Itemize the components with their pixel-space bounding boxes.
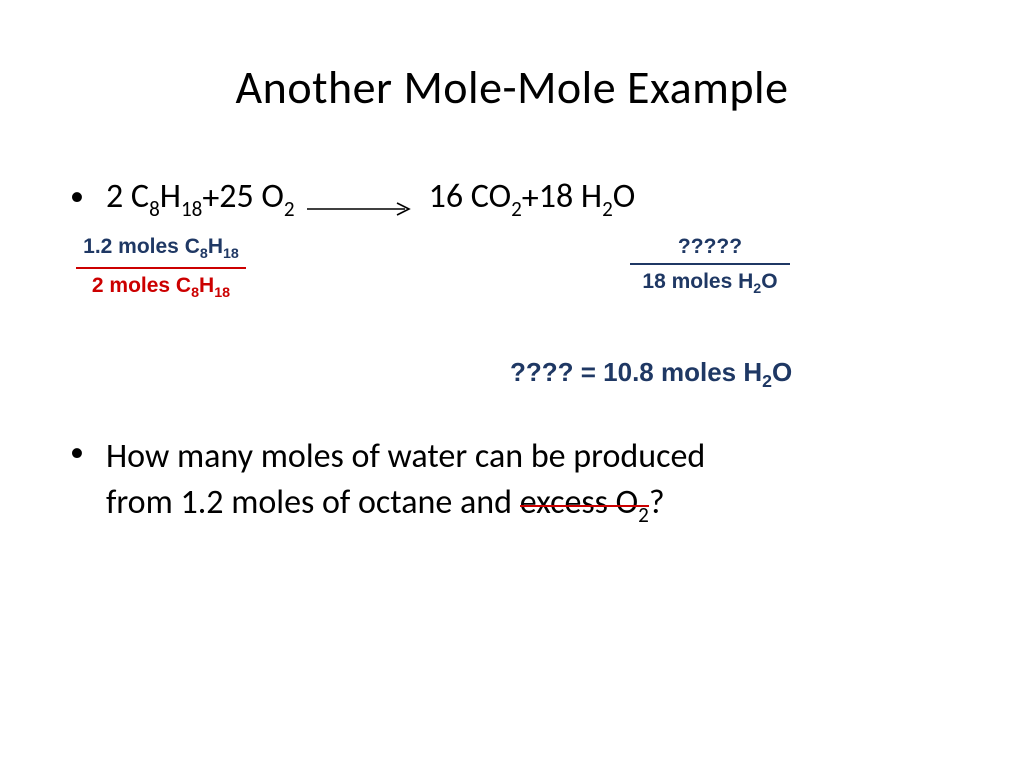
reactant-2: 25 O2: [219, 176, 294, 221]
ratio-left-denominator: 2 moles C8H18: [76, 272, 246, 303]
ratio-right-fraction: ????? 18 moles H2O: [630, 233, 790, 299]
product-1: 16 CO2: [429, 176, 522, 221]
strikethrough-text: excess O2: [520, 480, 649, 528]
ratio-left-fraction: 1.2 moles C8H18 2 moles C8H18: [76, 233, 246, 303]
fraction-line-icon: [630, 263, 790, 265]
slide-body: • 2 C8H18 + 25 O2 16 CO2 + 18 H2O: [60, 176, 964, 528]
reaction-arrow-icon: [305, 189, 415, 211]
reactant-1: 2 C8H18: [106, 176, 202, 221]
bullet-icon: •: [70, 438, 106, 466]
chemical-equation: 2 C8H18 + 25 O2 16 CO2 + 18 H2O: [106, 176, 635, 221]
product-2: 18 H2O: [539, 176, 636, 221]
ratio-right-denominator: 18 moles H2O: [630, 268, 790, 299]
question-text: How many moles of water can be produced …: [106, 434, 705, 528]
equation-bullet: • 2 C8H18 + 25 O2 16 CO2 + 18 H2O: [70, 176, 964, 221]
strike-line-icon: [520, 505, 649, 507]
question-bullet: • How many moles of water can be produce…: [70, 434, 964, 528]
slide: Another Mole-Mole Example • 2 C8H18 + 25…: [0, 0, 1024, 768]
plus-2: +: [522, 178, 539, 219]
answer-line: ???? = 10.8 moles H2O: [510, 357, 964, 392]
plus-1: +: [202, 178, 219, 219]
ratio-setup: 1.2 moles C8H18 2 moles C8H18 ????? 18 m…: [70, 233, 964, 333]
ratio-left-numerator: 1.2 moles C8H18: [76, 233, 246, 264]
ratio-right-numerator: ?????: [630, 233, 790, 260]
slide-title: Another Mole-Mole Example: [60, 60, 964, 116]
bullet-icon: •: [70, 182, 106, 210]
fraction-line-icon: [76, 267, 246, 269]
